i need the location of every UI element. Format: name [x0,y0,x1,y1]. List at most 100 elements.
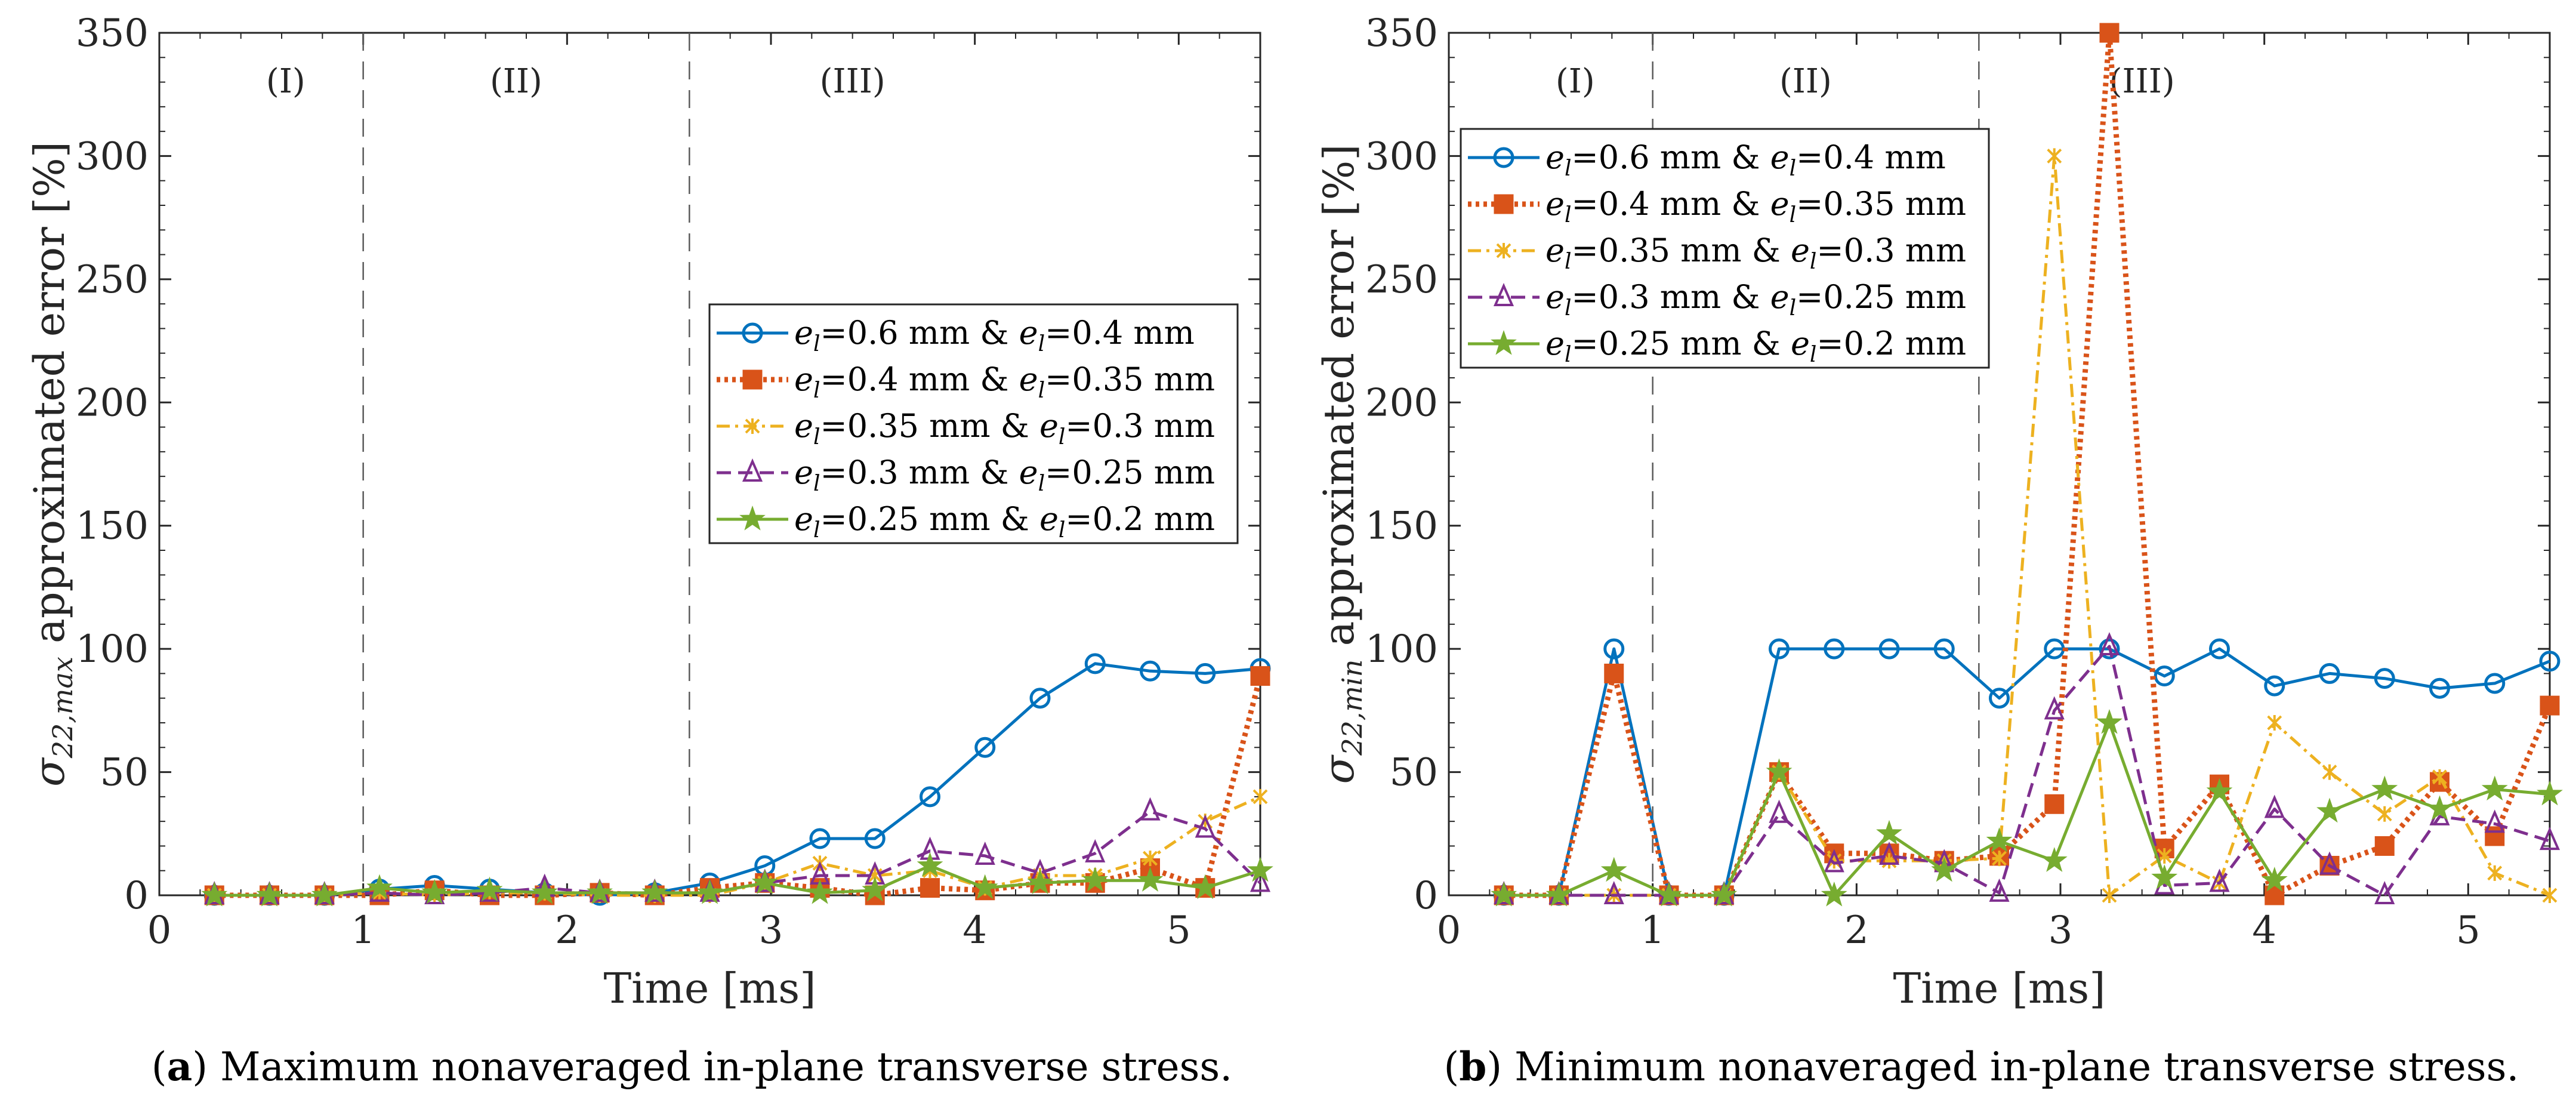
triangle-marker [2319,851,2340,875]
legend-label-part: =0.3 mm & [820,454,1019,491]
star-marker [696,879,723,904]
triangle-marker [974,841,995,865]
region-label: (I) [1556,62,1595,101]
legend-label-part: =0.25 mm & [820,500,1039,538]
legend-item: el=0.25 mm & el=0.2 mm [1468,325,1966,367]
legend-label-part: e [794,454,813,491]
star-marker [476,876,503,902]
legend-label-part: l [1038,378,1045,403]
legend-label: el=0.6 mm & el=0.4 mm [1545,138,1946,181]
circle-marker [1029,688,1051,709]
legend-label-part: l [1790,156,1797,181]
star-marker [2261,867,2288,892]
caption-panel-letter: a [166,1043,192,1090]
legend-item: el=0.6 mm & el=0.4 mm [1468,138,1946,181]
x-marker [1252,788,1268,805]
circle-marker [2374,668,2395,689]
star-marker [917,852,943,877]
x-tick-label: 3 [2049,908,2073,953]
circle-marker [1989,688,2010,709]
legend-label-part: l [1790,203,1797,227]
legend-label-part: l [1059,425,1066,449]
star-marker [201,881,228,907]
x-tick-label: 5 [2456,908,2481,953]
triangle-marker [2484,809,2505,833]
series-5 [201,852,1273,907]
series-5 [1491,708,2563,907]
y-axis-symbol: σ [25,757,74,787]
star-marker [1491,881,1517,907]
circle-marker [974,737,996,758]
caption-text: Minimum nonaveraged in-plane transverse … [1514,1044,2519,1090]
region-label: (III) [2109,62,2175,101]
x-marker [2267,715,2282,731]
star-marker [2426,795,2453,821]
x-tick-label: 4 [2252,908,2276,953]
star-marker [1082,867,1109,892]
x-tick-label: 3 [759,908,783,953]
legend-label-part: e [1039,407,1059,445]
region-label: (III) [820,62,886,101]
circle-marker [1933,638,1955,660]
legend-label-part: e [1545,325,1565,362]
star-marker [739,505,766,531]
legend-label-part: =0.25 mm [1796,278,1966,316]
x-tick-label: 4 [962,908,987,953]
legend-label-part: e [1019,454,1038,491]
y-axis-text: approximated error [%] [1315,144,1363,659]
legend-item: el=0.3 mm & el=0.25 mm [717,454,1215,496]
star-marker [1656,881,1682,907]
circle-marker [1603,638,1625,660]
y-tick-label: 350 [76,11,149,56]
square-marker [2374,836,2395,856]
legend-label-part: l [1565,203,1572,227]
square-marker [2099,23,2120,43]
x-marker [745,418,760,434]
circle-marker [2099,638,2120,660]
circle-marker [1195,663,1216,684]
legend-label: el=0.6 mm & el=0.4 mm [794,314,1195,356]
circle-marker [809,828,831,849]
circle-marker [2429,677,2450,699]
triangle-marker [1250,868,1271,892]
legend-label-part: l [1038,332,1045,356]
series-line [214,675,1263,898]
circle-marker [2209,638,2230,660]
legend-label-part: e [1545,278,1565,316]
legend-label-part: l [1810,343,1817,367]
legend-label-part: =0.35 mm & [820,407,1039,445]
x-marker [2047,148,2062,164]
series-3 [206,788,1268,903]
x-tick-label: 2 [1844,908,1869,953]
star-marker [256,881,283,907]
legend-box [1460,128,1990,369]
y-tick-label: 50 [100,751,149,795]
y-tick-label: 200 [76,381,149,425]
caption-text: Maximum nonaveraged in-plane transverse … [220,1044,1232,1090]
square-marker [2540,695,2560,716]
star-marker [1545,881,1572,907]
legend-label-part: l [1565,343,1572,367]
square-marker [2485,826,2505,846]
triangle-marker [1989,878,2010,902]
x-tick-label: 5 [1167,908,1191,953]
caption: (b) Minimum nonaveraged in-plane transve… [1444,1043,2519,1090]
square-marker [2044,794,2065,814]
caption-paren: ( [1444,1044,1460,1090]
star-marker [1711,881,1738,907]
x-axis-label: Time [ms] [603,964,816,1013]
legend-label: el=0.25 mm & el=0.2 mm [1545,325,1966,367]
circle-marker [2319,663,2340,684]
star-marker [1137,867,1164,892]
square-marker [1494,194,1514,214]
legend-label-part: =0.3 mm [1065,407,1215,445]
star-marker [2151,864,2178,889]
star-marker [971,874,998,899]
triangle-marker [1603,881,1624,904]
star-marker [2481,775,2508,801]
legend-item: el=0.35 mm & el=0.3 mm [1468,232,1966,274]
legend-label: el=0.3 mm & el=0.25 mm [1545,278,1966,321]
square-marker [742,369,763,390]
